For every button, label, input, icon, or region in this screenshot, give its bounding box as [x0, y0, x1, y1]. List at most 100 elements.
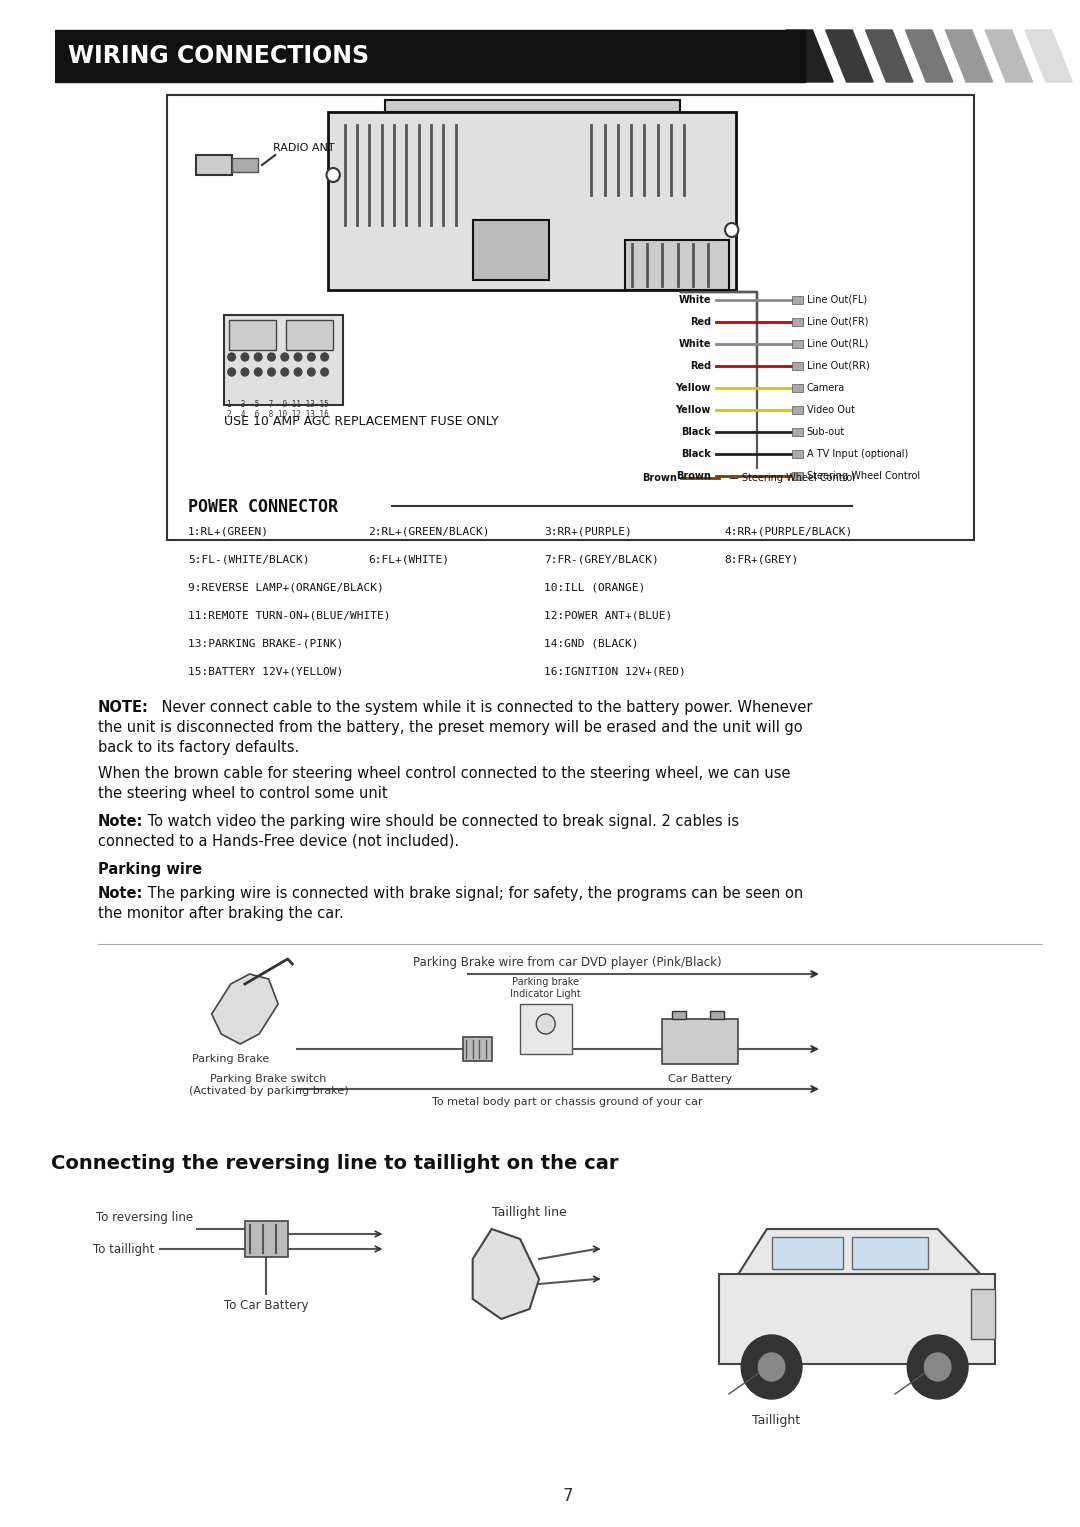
Text: 16:IGNITION 12V+(RED): 16:IGNITION 12V+(RED) [544, 666, 686, 676]
Text: Connecting the reversing line to taillight on the car: Connecting the reversing line to taillig… [52, 1154, 619, 1173]
Text: Black: Black [681, 449, 711, 460]
Text: White: White [678, 295, 711, 305]
Polygon shape [985, 31, 1032, 82]
Bar [245, 1222, 287, 1257]
Bar [386, 99, 679, 111]
Bar [792, 450, 802, 458]
Bar [672, 1011, 686, 1019]
Text: 14:GND (BLACK): 14:GND (BLACK) [544, 638, 638, 647]
Circle shape [255, 368, 262, 376]
Text: To watch video the parking wire should be connected to break signal. 2 cables is: To watch video the parking wire should b… [144, 814, 740, 829]
Circle shape [241, 353, 248, 360]
Text: Note:: Note: [98, 814, 144, 829]
Text: 4:RR+(PURPLE/BLACK): 4:RR+(PURPLE/BLACK) [725, 525, 852, 536]
Bar [792, 362, 802, 370]
Text: Line Out(RL): Line Out(RL) [807, 339, 868, 350]
Text: The parking wire is connected with brake signal; for safety, the programs can be: The parking wire is connected with brake… [144, 886, 804, 901]
Text: Steering Wheel Control: Steering Wheel Control [807, 470, 920, 481]
Text: 1:RL+(GREEN): 1:RL+(GREEN) [188, 525, 269, 536]
Bar [710, 1011, 725, 1019]
Bar [792, 318, 802, 325]
Circle shape [281, 368, 288, 376]
Text: Parking Brake wire from car DVD player (Pink/Black): Parking Brake wire from car DVD player (… [414, 956, 721, 970]
Text: To taillight: To taillight [93, 1243, 154, 1255]
Text: — Steering Wheel Control: — Steering Wheel Control [729, 473, 855, 483]
Text: connected to a Hands-Free device (not included).: connected to a Hands-Free device (not in… [98, 834, 459, 849]
Circle shape [537, 1014, 555, 1034]
Text: 2  4  6  8 10 12 13 16: 2 4 6 8 10 12 13 16 [227, 411, 328, 418]
Circle shape [326, 168, 340, 182]
Text: RADIO ANT: RADIO ANT [273, 144, 335, 153]
Circle shape [907, 1335, 968, 1399]
Text: 15:BATTERY 12V+(YELLOW): 15:BATTERY 12V+(YELLOW) [188, 666, 343, 676]
Bar [792, 296, 802, 304]
Text: 3:RR+(PURPLE): 3:RR+(PURPLE) [544, 525, 632, 536]
Circle shape [281, 353, 288, 360]
Bar [792, 406, 802, 414]
Text: A TV Input (optional): A TV Input (optional) [807, 449, 908, 460]
Bar [473, 220, 549, 279]
Text: 2:RL+(GREEN/BLACK): 2:RL+(GREEN/BLACK) [368, 525, 490, 536]
Text: WIRING CONNECTIONS: WIRING CONNECTIONS [68, 44, 369, 69]
Text: Note:: Note: [98, 886, 144, 901]
Polygon shape [865, 31, 913, 82]
Circle shape [228, 368, 235, 376]
Text: Never connect cable to the system while it is connected to the battery power. Wh: Never connect cable to the system while … [157, 699, 812, 715]
Text: Red: Red [690, 360, 711, 371]
Text: Camera: Camera [807, 383, 845, 392]
Text: 10:ILL (ORANGE): 10:ILL (ORANGE) [544, 582, 645, 592]
Text: To reversing line: To reversing line [96, 1211, 192, 1225]
Circle shape [321, 368, 328, 376]
Text: back to its factory defaults.: back to its factory defaults. [98, 741, 299, 754]
Polygon shape [786, 31, 834, 82]
Text: 5:FL-(WHITE/BLACK): 5:FL-(WHITE/BLACK) [188, 554, 310, 563]
Bar [771, 1237, 842, 1269]
Text: Parking brake
Indicator Light: Parking brake Indicator Light [511, 977, 581, 999]
Bar [328, 111, 737, 290]
Text: Parking wire: Parking wire [98, 863, 202, 876]
Text: POWER CONNECTOR: POWER CONNECTOR [188, 498, 338, 516]
Bar [792, 383, 802, 392]
Bar [224, 315, 342, 405]
Text: 9:REVERSE LAMP+(ORANGE/BLACK): 9:REVERSE LAMP+(ORANGE/BLACK) [188, 582, 383, 592]
Bar [792, 472, 802, 479]
Text: USE 10 AMP AGC REPLACEMENT FUSE ONLY: USE 10 AMP AGC REPLACEMENT FUSE ONLY [224, 415, 499, 428]
Text: Line Out(FL): Line Out(FL) [807, 295, 867, 305]
Text: 11:REMOTE TURN-ON+(BLUE/WHITE): 11:REMOTE TURN-ON+(BLUE/WHITE) [188, 609, 391, 620]
Circle shape [725, 223, 739, 237]
Bar [624, 240, 729, 290]
Circle shape [241, 368, 248, 376]
Text: Line Out(RR): Line Out(RR) [807, 360, 869, 371]
Bar [971, 1289, 995, 1339]
Text: When the brown cable for steering wheel control connected to the steering wheel,: When the brown cable for steering wheel … [98, 767, 791, 780]
Text: Taillight: Taillight [753, 1414, 800, 1428]
Text: Red: Red [690, 318, 711, 327]
Text: Black: Black [681, 428, 711, 437]
Text: Car Battery: Car Battery [669, 1073, 732, 1084]
Text: White: White [678, 339, 711, 350]
Text: 8:FR+(GREY): 8:FR+(GREY) [725, 554, 798, 563]
Bar [521, 1003, 572, 1054]
Circle shape [924, 1353, 951, 1380]
Text: Yellow: Yellow [675, 405, 711, 415]
Circle shape [294, 368, 301, 376]
Text: 1  3  5  7  9 11 13 15: 1 3 5 7 9 11 13 15 [227, 400, 328, 409]
Text: To metal body part or chassis ground of your car: To metal body part or chassis ground of … [432, 1096, 703, 1107]
Bar [792, 428, 802, 437]
Circle shape [268, 353, 275, 360]
Text: 12:POWER ANT+(BLUE): 12:POWER ANT+(BLUE) [544, 609, 672, 620]
Bar [719, 1274, 995, 1364]
Bar [231, 157, 258, 173]
Polygon shape [826, 31, 873, 82]
Text: the unit is disconnected from the battery, the preset memory will be erased and : the unit is disconnected from the batter… [98, 721, 802, 734]
Circle shape [741, 1335, 802, 1399]
Text: 7: 7 [563, 1487, 572, 1506]
Polygon shape [1025, 31, 1072, 82]
Bar [286, 321, 333, 350]
Text: Brown: Brown [676, 470, 711, 481]
Polygon shape [905, 31, 953, 82]
Polygon shape [739, 1229, 981, 1274]
Text: 6:FL+(WHITE): 6:FL+(WHITE) [368, 554, 449, 563]
Text: Video Out: Video Out [807, 405, 854, 415]
Circle shape [321, 353, 328, 360]
